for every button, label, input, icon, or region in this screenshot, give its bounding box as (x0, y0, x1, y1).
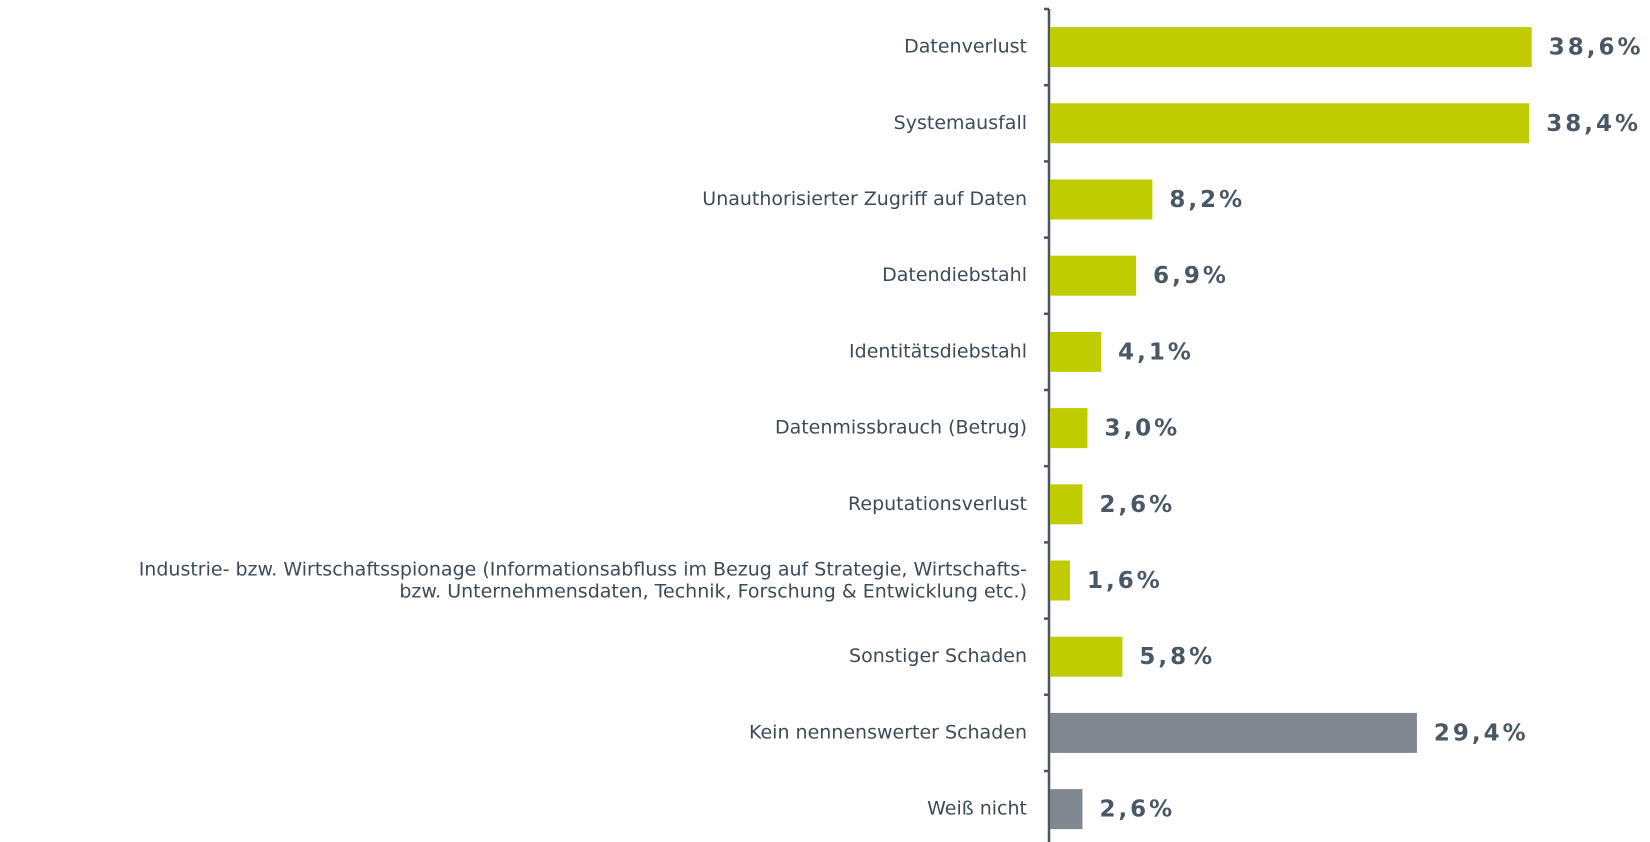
value-label: 3,0% (1104, 416, 1180, 442)
category-label: Kein nennenswerter Schaden (749, 721, 1027, 743)
value-label: 8,2% (1169, 187, 1245, 213)
category-label: Industrie- bzw. Wirtschaftsspionage (Inf… (139, 558, 1027, 602)
bar (1050, 560, 1070, 601)
bar (1050, 408, 1088, 449)
bar (1050, 179, 1153, 220)
category-label: Reputationsverlust (848, 493, 1027, 515)
value-label: 5,8% (1139, 644, 1215, 670)
value-label: 29,4% (1434, 720, 1529, 746)
bar (1050, 255, 1137, 296)
bar (1050, 712, 1417, 753)
category-label: Weiß nicht (927, 798, 1027, 820)
bar (1050, 484, 1083, 525)
value-label: 2,6% (1099, 492, 1175, 518)
category-label: Datenverlust (904, 36, 1027, 58)
category-label: Sonstiger Schaden (849, 645, 1027, 667)
bar (1050, 103, 1530, 144)
category-label: Datenmissbrauch (Betrug) (775, 417, 1027, 439)
bar (1050, 27, 1532, 68)
value-label: 38,4% (1546, 111, 1641, 137)
category-label: Unauthorisierter Zugriff auf Daten (702, 188, 1027, 210)
bar (1050, 636, 1123, 677)
bar (1050, 331, 1102, 372)
value-label: 38,6% (1549, 35, 1644, 61)
category-label: Datendiebstahl (882, 264, 1027, 286)
category-label: Systemausfall (894, 112, 1027, 134)
value-label: 4,1% (1118, 339, 1194, 365)
value-label: 6,9% (1153, 263, 1229, 289)
bar (1050, 789, 1083, 830)
value-label: 1,6% (1087, 568, 1163, 594)
category-label: Identitätsdiebstahl (849, 340, 1027, 362)
value-label: 2,6% (1099, 797, 1175, 823)
